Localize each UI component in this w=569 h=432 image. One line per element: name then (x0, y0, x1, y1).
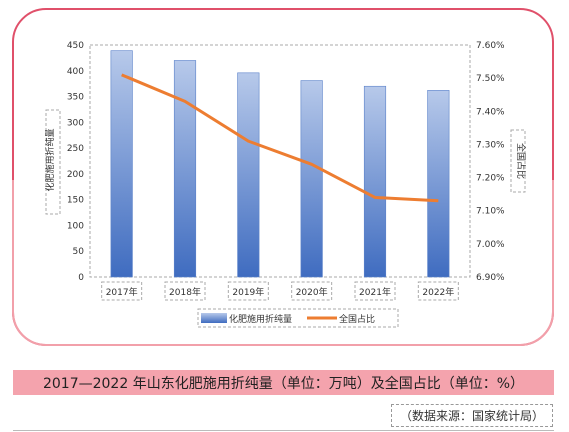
ylabel-box (45, 109, 61, 215)
y-tick-label: 400 (67, 67, 84, 77)
y-tick-label: 350 (67, 93, 84, 103)
y-tick-label: 450 (67, 41, 84, 51)
x-tick-label: 2018年 (169, 286, 201, 298)
bar (300, 80, 323, 278)
legend-line-label: 全国占比 (339, 313, 375, 325)
y-tick-label: 50 (73, 247, 85, 257)
y2-tick-label: 7.10% (476, 207, 505, 217)
x-axis: 2017年 2018年 2019年 2020年 2021年 2022年 (101, 281, 459, 301)
right-axis: 6.90% 7.00% 7.10% 7.20% 7.30% 7.40% 7.50% 7.60% (476, 41, 505, 283)
y2-tick-label: 7.30% (476, 140, 505, 150)
plot-area (89, 44, 471, 278)
y2-tick-label: 7.20% (476, 174, 505, 184)
chart-frame-lower (12, 180, 554, 346)
x-tick-box (101, 281, 143, 301)
left-axis: 0 50 100 150 200 250 300 350 400 450 (67, 41, 84, 283)
data-source: （数据来源：国家统计局） (390, 404, 553, 427)
bar-series (110, 50, 450, 278)
x-tick-box (417, 281, 459, 301)
legend-box (197, 308, 399, 328)
x-tick-box (354, 281, 396, 301)
y2-tick-label: 7.00% (476, 240, 505, 250)
y-tick-label: 200 (67, 170, 84, 180)
bar (173, 60, 197, 278)
y-tick-label: 150 (67, 196, 84, 206)
y-tick-label: 0 (78, 273, 84, 283)
y2-tick-label: 7.40% (476, 107, 505, 117)
x-tick-label: 2021年 (359, 286, 391, 298)
y-tick-label: 100 (67, 221, 84, 231)
y-tick-label: 250 (67, 144, 84, 154)
x-tick-box (227, 281, 269, 301)
y-axis-label: 化肥施用折纯量 (44, 128, 56, 191)
line-series (121, 73, 439, 203)
y2-tick-label: 7.50% (476, 74, 505, 84)
combo-chart: 0 50 100 150 200 250 300 350 400 450 6.90% 7.00% 7.… (44, 41, 527, 328)
x-tick-label: 2022年 (422, 286, 454, 298)
y2-axis-label: 全国占比 (515, 143, 527, 179)
y2-tick-label: 6.90% (476, 273, 505, 283)
bottom-rule (13, 430, 554, 431)
x-tick-box (291, 281, 333, 301)
y2label-box (510, 129, 526, 193)
bar (110, 50, 133, 278)
legend-bar-label: 化肥施用折纯量 (229, 313, 292, 325)
y2-tick-label: 7.60% (476, 41, 505, 51)
x-tick-label: 2020年 (296, 286, 328, 298)
x-tick-box (164, 281, 206, 301)
bar (427, 90, 450, 278)
chart-caption: 2017—2022 年山东化肥施用折纯量（单位：万吨）及全国占比（单位：%） (13, 370, 554, 395)
x-tick-label: 2017年 (106, 286, 138, 298)
line-path (121, 73, 439, 203)
bar (237, 72, 260, 278)
bar (363, 85, 387, 278)
y-tick-label: 300 (67, 118, 84, 128)
x-tick-label: 2019年 (232, 286, 264, 298)
chart-frame (12, 8, 554, 346)
legend-bar-swatch (201, 313, 227, 323)
